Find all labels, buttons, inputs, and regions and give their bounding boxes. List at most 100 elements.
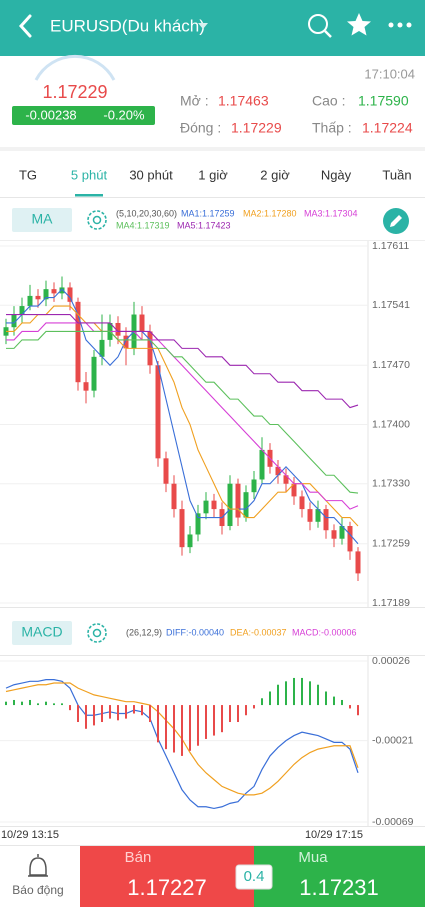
macd-bar [189,705,191,751]
stat-value: 1.17229 [231,120,282,136]
spread-box [235,864,273,890]
y-tick-label: 1.17330 [372,477,410,489]
buy-price[interactable]: 1.17231 [299,875,379,900]
macd-bar [229,705,231,723]
ma-line [6,313,359,409]
ma-line [6,322,359,510]
candle-body [115,322,121,336]
header-title[interactable]: EURUSD(Du khách) [50,16,205,35]
back-button[interactable] [18,14,32,38]
buy-button[interactable] [254,846,425,907]
macd-bar [45,701,47,706]
candle-body [19,306,25,315]
tab[interactable]: 1 giờ [198,167,228,182]
candle-body [59,287,65,294]
more-button[interactable] [388,22,412,28]
macd-bar [165,705,167,750]
indicator-button[interactable] [12,621,72,645]
macd-bar [61,703,63,706]
search-button[interactable] [308,14,332,38]
stat-value: 1.17224 [362,120,413,136]
sell-price[interactable]: 1.17227 [127,875,207,900]
macd-bar [5,701,7,706]
y-tick-label: 1.17611 [372,240,409,252]
settings-icon[interactable] [87,210,107,230]
macd-bar [77,705,79,723]
y-tick-label: -0.00069 [372,816,414,828]
legend-entry: MA2:1.17280 [243,208,297,218]
macd-bar [101,705,103,723]
candle-body [315,509,321,522]
candle-body [291,483,297,497]
sell-button[interactable] [80,846,254,907]
candle-body [123,335,129,349]
macd-bar [213,705,215,736]
edit-button[interactable] [383,208,409,234]
candle-body [139,314,145,332]
alert-icon[interactable] [28,854,48,877]
candle-body [75,301,81,383]
sell-label[interactable]: Bán [125,849,152,866]
candle-body [99,339,105,357]
tab[interactable]: 2 giờ [260,167,290,182]
indicator-name[interactable]: MA [32,211,54,227]
candle-body [163,458,169,484]
y-tick-label: 1.17470 [372,359,410,371]
gauge-arc [34,54,116,81]
y-tick-label: 1.17189 [372,597,410,609]
indicator-params: (26,12,9) [126,627,162,637]
favorite-button[interactable] [347,13,371,36]
tab[interactable]: TG [19,167,37,182]
stat-value: 1.17463 [218,93,269,109]
macd-bar [269,691,271,706]
macd-bar [293,677,295,706]
candle-body [235,483,241,518]
candle-body [347,526,353,552]
indicator-params: (5,10,20,30,60) [116,208,177,218]
y-tick-label: 1.17400 [372,418,410,430]
change-pct: -0.20% [103,107,145,122]
macd-bar [93,705,95,726]
stat-label: Đóng : [180,120,221,136]
candle-body [275,466,281,476]
macd-bar [173,705,175,753]
divider [0,845,425,846]
settings-icon[interactable] [87,623,107,643]
macd-bar [125,705,127,719]
indicator-name[interactable]: MACD [21,624,62,640]
ma-line [6,288,359,545]
macd-bar [197,705,199,746]
macd-bar [253,705,255,709]
y-tick-label: -0.00021 [372,734,414,746]
macd-bar [285,681,287,706]
change-box [12,106,155,125]
candle-body [179,509,185,548]
macd-bar [325,691,327,706]
macd-bar [117,705,119,721]
macd-bar [341,699,343,706]
macd-bar [69,705,71,711]
tab[interactable]: Ngày [321,167,352,182]
candle-body [35,295,41,300]
macd-bar [29,699,31,706]
price: 1.17229 [42,82,107,102]
spread: 0.4 [244,868,265,885]
candle-body [339,526,345,539]
alert-label[interactable]: Báo động [12,883,63,897]
tab[interactable]: Tuần [382,167,411,182]
dropdown-arrow[interactable] [198,23,208,29]
candle-body [203,500,209,514]
candle-body [67,287,73,302]
macd-bar [261,698,263,706]
macd-bar [245,705,247,716]
macd-bar [149,705,151,723]
macd-bar [301,677,303,706]
indicator-button[interactable] [12,208,72,232]
candle-body [259,449,265,480]
tab[interactable]: 5 phút [71,167,108,182]
macd-bar [221,705,223,733]
buy-label[interactable]: Mua [298,849,328,866]
tab[interactable]: 30 phút [129,167,173,182]
